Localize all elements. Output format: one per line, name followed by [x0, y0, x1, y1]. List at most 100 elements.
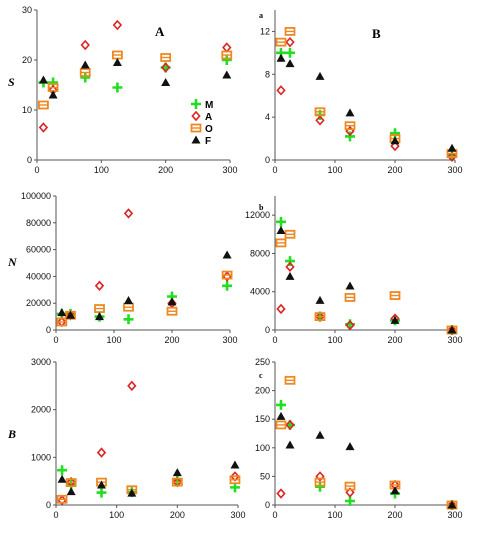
- y-tick-label: 3000: [31, 357, 51, 367]
- x-tick-label: 0: [53, 335, 58, 345]
- point-A-S-A: [160, 62, 171, 73]
- point-M-S-A: [221, 55, 232, 65]
- y-tick-label: 30: [22, 5, 32, 15]
- y-tick-label: 40000: [26, 271, 51, 281]
- legend-entry-F: F: [191, 135, 211, 147]
- x-tick-label: 200: [170, 510, 185, 520]
- point-F-N-B: [345, 281, 355, 290]
- point-A-N-B: [276, 303, 286, 315]
- y-tick-label: 200: [255, 386, 270, 396]
- x-tick-label: 300: [447, 510, 462, 520]
- point-O-S-A: [112, 50, 123, 60]
- point-F-B-A: [172, 468, 182, 477]
- panel-label-B: B: [372, 26, 381, 41]
- series-M: [276, 47, 457, 160]
- point-F-N-A: [66, 310, 75, 319]
- point-O-B-A: [56, 494, 68, 504]
- x-tick-label: 0: [34, 165, 39, 175]
- point-O-S-B: [284, 27, 296, 36]
- series-F: [276, 225, 457, 334]
- point-A-S-A: [38, 122, 49, 133]
- point-O-N-B: [314, 312, 326, 322]
- point-M-S-A: [112, 82, 123, 93]
- series-A: [57, 380, 240, 506]
- y-tick-label: 50: [260, 471, 270, 481]
- subpanel-label-b: b: [259, 203, 264, 212]
- point-O-N-A: [221, 270, 233, 280]
- point-F-S-B: [285, 59, 295, 68]
- point-M-B-A: [172, 475, 183, 486]
- panel-S-B: 0 100 200 300 0 4 8 12: [260, 10, 463, 175]
- point-F-B-A: [57, 474, 67, 483]
- legend-entry-O: O: [190, 123, 213, 135]
- point-O-S-B: [275, 37, 287, 47]
- subpanel-label-a: a: [259, 11, 263, 20]
- y-tick-label: 0: [46, 325, 51, 335]
- point-F-N-A: [124, 296, 133, 305]
- point-A-N-A: [123, 208, 134, 219]
- point-F-B-B: [276, 411, 286, 420]
- series-O: [56, 475, 241, 504]
- point-O-N-B: [275, 238, 287, 248]
- x-tick-label: 0: [272, 510, 277, 520]
- point-O-N-A: [166, 306, 178, 316]
- series-M: [57, 465, 240, 498]
- series-A: [57, 208, 232, 328]
- legend-marker-O: [190, 123, 202, 133]
- series-F: [38, 58, 232, 99]
- point-F-N-A: [167, 297, 177, 306]
- point-F-S-A: [112, 58, 122, 66]
- series-F: [57, 250, 232, 321]
- y-tick-label: 80000: [26, 218, 51, 228]
- point-A-B-B: [345, 487, 355, 498]
- point-A-B-B: [276, 488, 286, 499]
- y-tick-label: 250: [255, 357, 270, 367]
- point-M-N-A: [123, 314, 134, 325]
- point-M-B-A: [96, 487, 107, 498]
- point-M-B-A: [57, 465, 68, 476]
- legend-marker-A: [191, 110, 201, 122]
- point-F-B-B: [390, 486, 400, 495]
- series-A: [38, 19, 232, 133]
- y-tick-label: 0: [265, 500, 270, 510]
- x-tick-label: 0: [272, 335, 277, 345]
- point-F-N-B: [285, 271, 295, 280]
- point-F-N-B: [447, 325, 457, 334]
- series-M: [276, 216, 457, 335]
- legend-label: O: [205, 124, 213, 135]
- point-O-N-A: [123, 302, 134, 312]
- y-tick-label: 4000: [250, 287, 270, 297]
- point-O-N-A: [94, 304, 105, 313]
- point-F-N-B: [390, 315, 400, 324]
- x-tick-label: 300: [230, 510, 245, 520]
- series-F: [276, 411, 457, 509]
- x-tick-label: 300: [222, 335, 237, 345]
- y-tick-label: 1000: [31, 452, 51, 462]
- point-F-S-A: [161, 78, 171, 86]
- point-F-S-B: [447, 143, 457, 152]
- point-O-B-B: [284, 375, 296, 385]
- point-F-S-B: [276, 53, 286, 62]
- point-A-S-B: [390, 140, 400, 152]
- point-F-N-B: [315, 295, 325, 304]
- x-tick-label: 300: [222, 165, 237, 175]
- point-A-S-B: [447, 151, 457, 162]
- point-O-S-A: [79, 68, 91, 77]
- y-tick-label: 0: [265, 155, 270, 165]
- y-tick-label: 12: [260, 26, 270, 36]
- point-M-N-B: [285, 256, 295, 267]
- point-F-B-B: [447, 500, 457, 509]
- point-F-S-B: [345, 108, 355, 117]
- point-F-B-A: [97, 480, 106, 489]
- row-label-N: N: [7, 255, 18, 269]
- series-F: [57, 460, 240, 497]
- y-tick-label: 10: [22, 105, 32, 115]
- point-F-S-A: [222, 70, 232, 79]
- x-tick-label: 200: [164, 335, 179, 345]
- y-tick-label: 8000: [250, 248, 270, 258]
- x-tick-label: 200: [387, 510, 402, 520]
- point-A-S-A: [80, 39, 90, 51]
- x-tick-label: 200: [158, 165, 173, 175]
- y-tick-label: 20: [22, 55, 32, 65]
